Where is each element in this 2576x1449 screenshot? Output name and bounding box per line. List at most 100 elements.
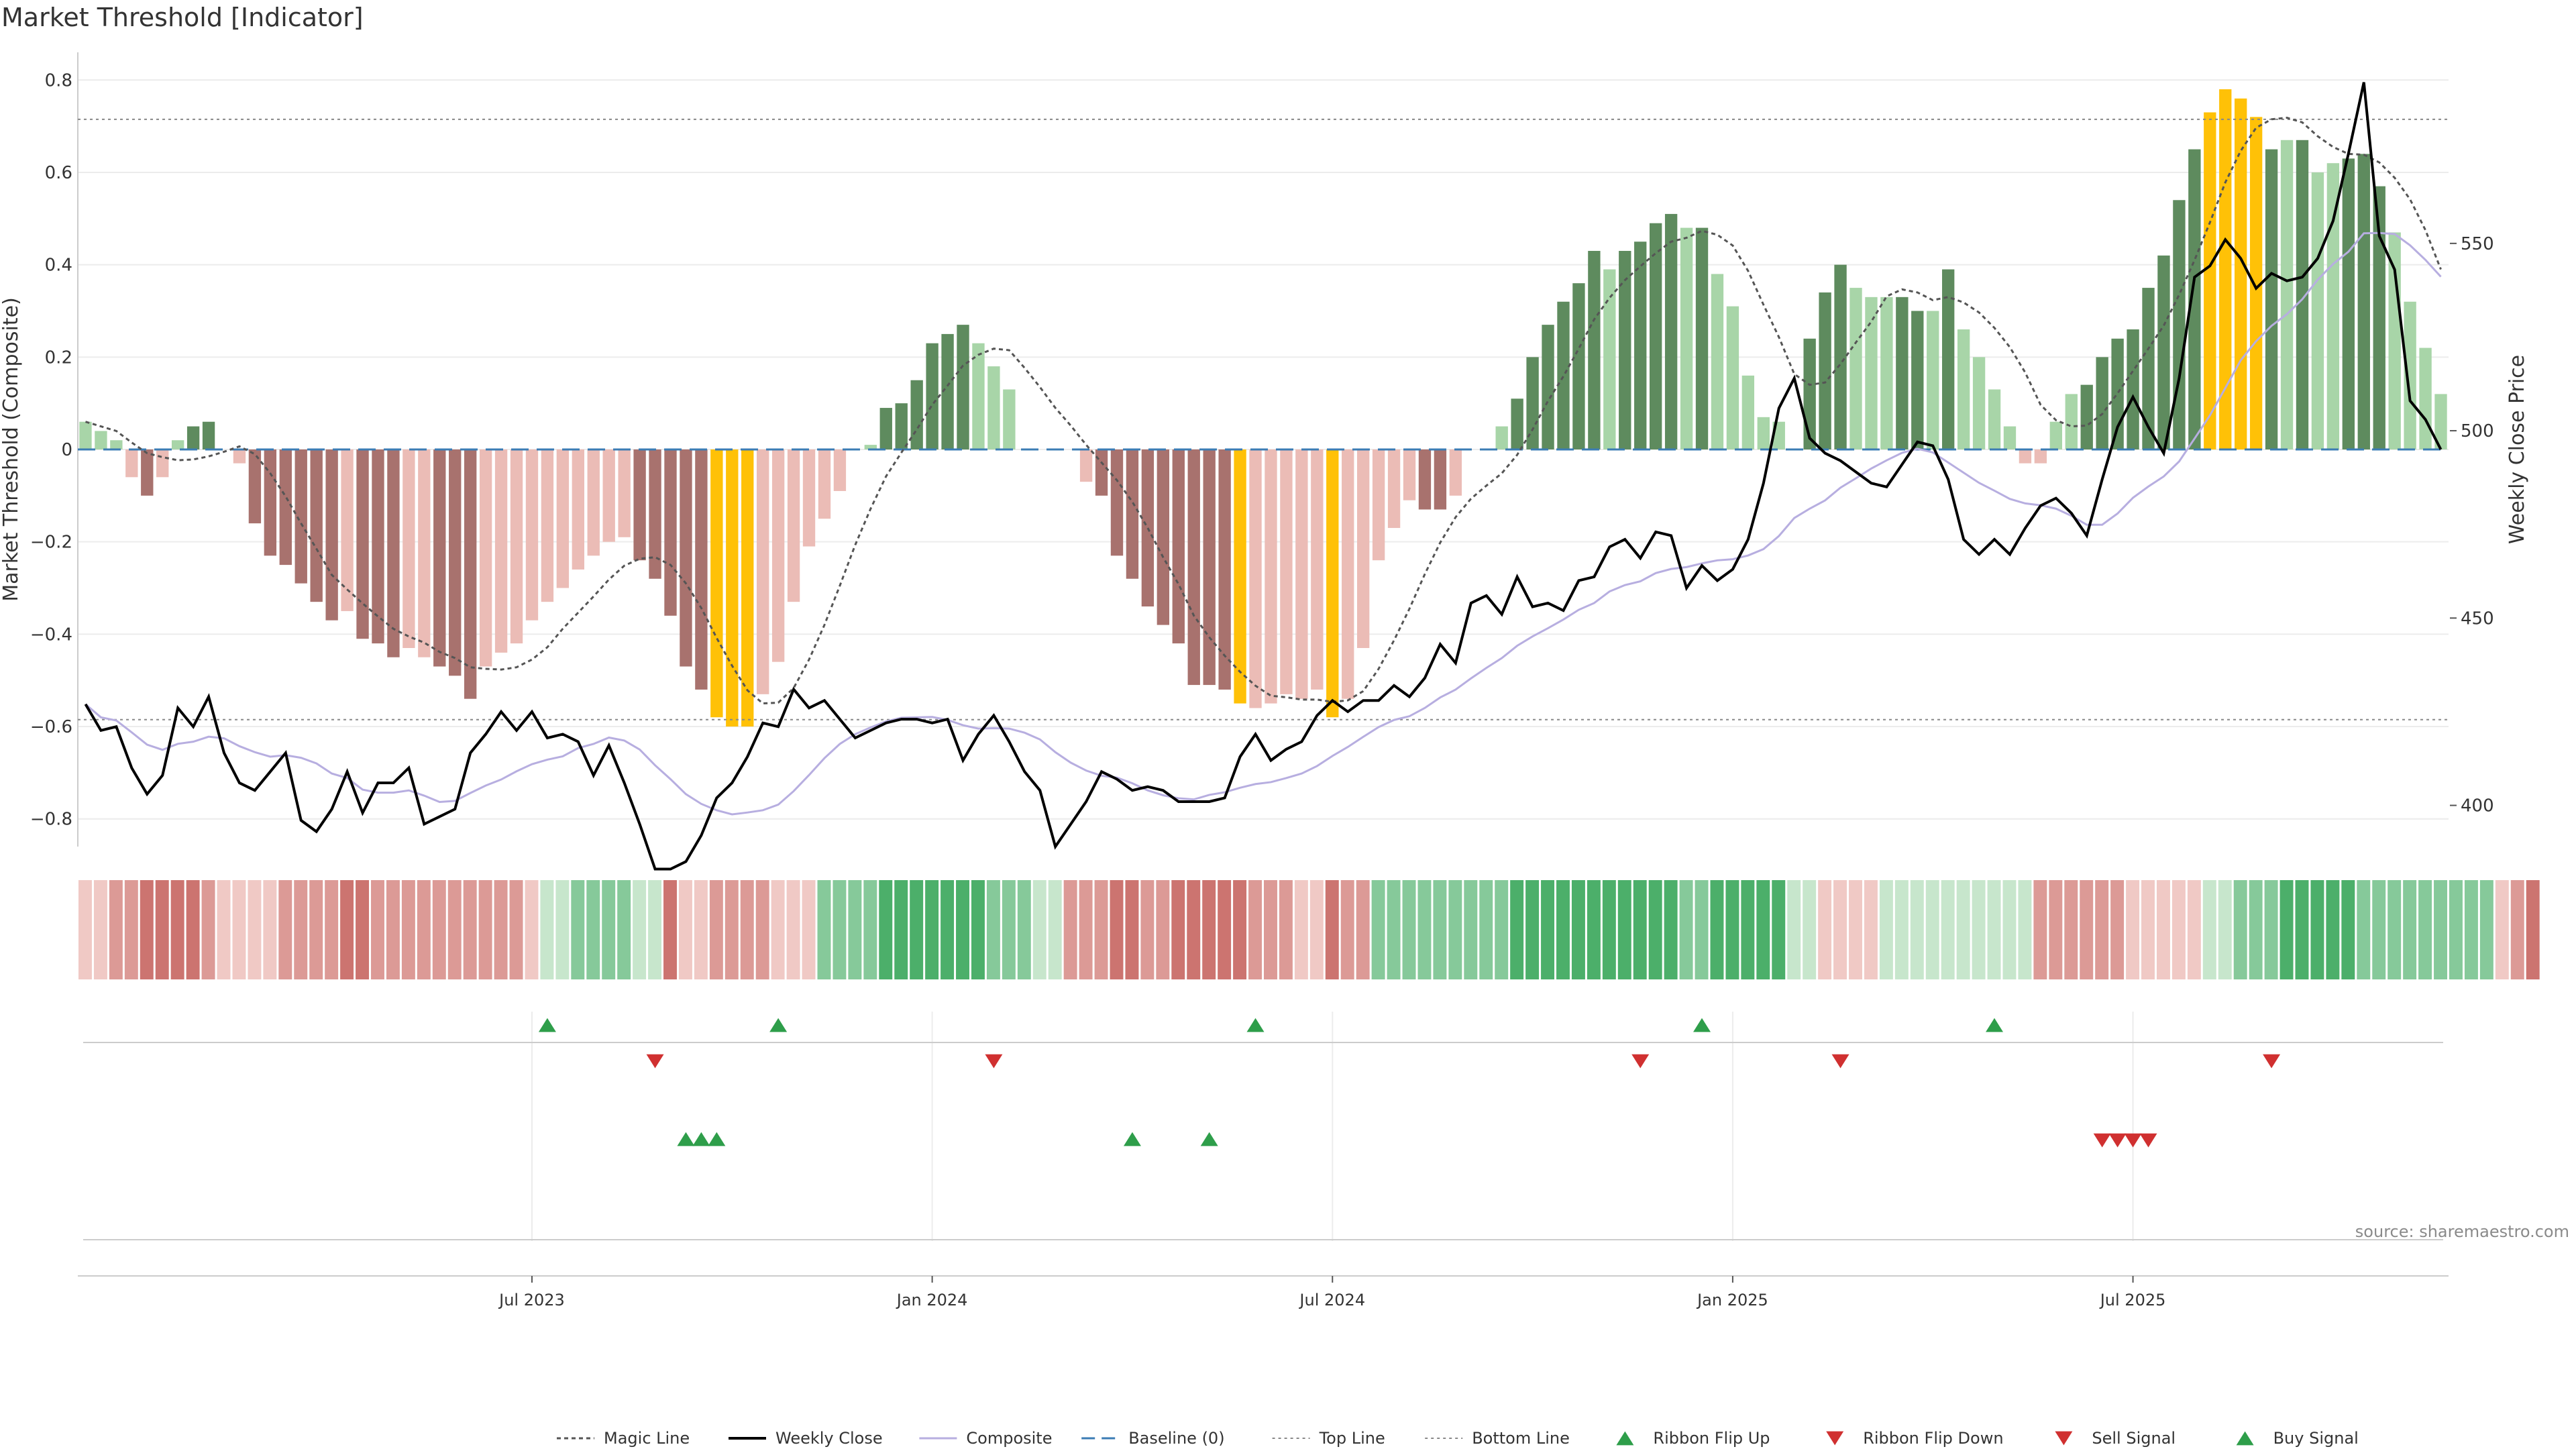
x-tick-label: Jul 2024 — [1298, 1291, 1365, 1309]
strip-cell — [401, 880, 415, 979]
strip-cell — [2449, 880, 2463, 979]
composite-bar — [1203, 449, 1216, 686]
y2-tick-label: 400 — [2461, 796, 2494, 816]
composite-bar — [1110, 449, 1124, 556]
weekly-close-line — [84, 82, 2443, 871]
strip-cell — [617, 880, 631, 979]
strip-cell — [771, 880, 785, 979]
strip-cell — [1695, 880, 1709, 979]
strip-cell — [232, 880, 246, 979]
strip-cell — [1756, 880, 1770, 979]
strip-cell — [1048, 880, 1062, 979]
strip-cell — [540, 880, 554, 979]
composite-bar — [294, 449, 307, 584]
strip-cell — [817, 880, 831, 979]
strip-cell — [1556, 880, 1570, 979]
strip-cell — [248, 880, 262, 979]
strip-cell — [2372, 880, 2386, 979]
composite-bar — [2326, 163, 2340, 450]
strip-cell — [1325, 880, 1339, 979]
strip-cell — [1187, 880, 1201, 979]
composite-bar — [1326, 449, 1339, 718]
composite-bar — [2373, 186, 2385, 449]
composite-bar — [2296, 140, 2309, 449]
strip-cell — [1002, 880, 1016, 979]
strip-cell — [863, 880, 877, 979]
strip-cell — [894, 880, 908, 979]
strip-cell — [263, 880, 277, 979]
composite-bar — [1387, 449, 1401, 529]
composite-bar — [695, 449, 708, 690]
strip-cell — [724, 880, 739, 979]
composite-bar — [1218, 449, 1231, 690]
composite-bar — [1157, 449, 1170, 625]
composite-bar — [1511, 398, 1523, 449]
strip-cell — [786, 880, 800, 979]
strip-cell — [1910, 880, 1924, 979]
composite-bar — [649, 449, 661, 579]
strip-cell — [848, 880, 862, 979]
strip-cell — [1972, 880, 1986, 979]
strip-cell — [1956, 880, 1970, 979]
composite-bar — [479, 449, 492, 667]
ribbon-flip-up-marker — [769, 1018, 788, 1032]
strip-cell — [2202, 880, 2216, 979]
strip-cell — [1525, 880, 1540, 979]
legend: Magic Line Weekly Close Composite Baseline … — [557, 1429, 2359, 1448]
composite-bar — [680, 449, 692, 667]
strip-cell — [1617, 880, 1631, 979]
strip-cell — [1879, 880, 1893, 979]
composite-bar — [1265, 449, 1277, 704]
composite-bar — [1187, 449, 1200, 686]
composite-bar — [510, 449, 523, 644]
strip-cell — [1448, 880, 1462, 979]
strip-cell — [2434, 880, 2447, 979]
composite-bar — [1972, 357, 1986, 449]
composite-bar — [2388, 232, 2401, 449]
strip-cell — [2326, 880, 2340, 979]
composite-bar — [402, 449, 415, 648]
strip-cell — [2049, 880, 2063, 979]
strip-cell — [755, 880, 769, 979]
strip-cell — [1202, 880, 1216, 979]
composite-bar — [1095, 449, 1108, 496]
composite-bar — [494, 449, 508, 653]
y2-tick-label: 450 — [2461, 608, 2494, 629]
y2-tick-label: 500 — [2461, 421, 2494, 441]
composite-bar — [1280, 449, 1293, 694]
composite-bar — [1849, 288, 1862, 449]
composite-bar — [1079, 449, 1093, 482]
ribbon-flip-down-marker — [2263, 1054, 2281, 1069]
ribbon-flip-down-marker — [1631, 1054, 1650, 1069]
strip-cell — [2403, 880, 2417, 979]
composite-bar — [1957, 329, 1970, 449]
strip-cell — [2310, 880, 2324, 979]
composite-bar — [2342, 158, 2355, 450]
strip-cell — [1063, 880, 1077, 979]
strip-cell — [170, 880, 184, 979]
strip-cell — [2141, 880, 2155, 979]
strip-cell — [2279, 880, 2294, 979]
composite-bar — [771, 449, 785, 662]
legend-label: Ribbon Flip Up — [1653, 1429, 1770, 1448]
strip-cell — [1017, 880, 1031, 979]
buy-signal-marker — [692, 1132, 710, 1146]
composite-bar — [279, 449, 292, 566]
strip-cell — [1264, 880, 1277, 979]
legend-buy-swatch — [2236, 1431, 2254, 1446]
composite-bar — [1834, 264, 1847, 449]
composite-bar — [910, 380, 923, 449]
strip-cell — [1679, 880, 1693, 979]
composite-bar — [1342, 449, 1354, 699]
strip-cell — [1218, 880, 1232, 979]
strip-cell — [109, 880, 123, 979]
strip-cell — [986, 880, 1000, 979]
strip-cell — [2479, 880, 2493, 979]
composite-bar — [2357, 154, 2370, 449]
strip-cell — [278, 880, 292, 979]
strip-cell — [2033, 880, 2047, 979]
strip-cell — [140, 880, 154, 979]
strip-cell — [356, 880, 370, 979]
composite-bar — [1172, 449, 1185, 644]
composite-bar — [186, 426, 200, 449]
